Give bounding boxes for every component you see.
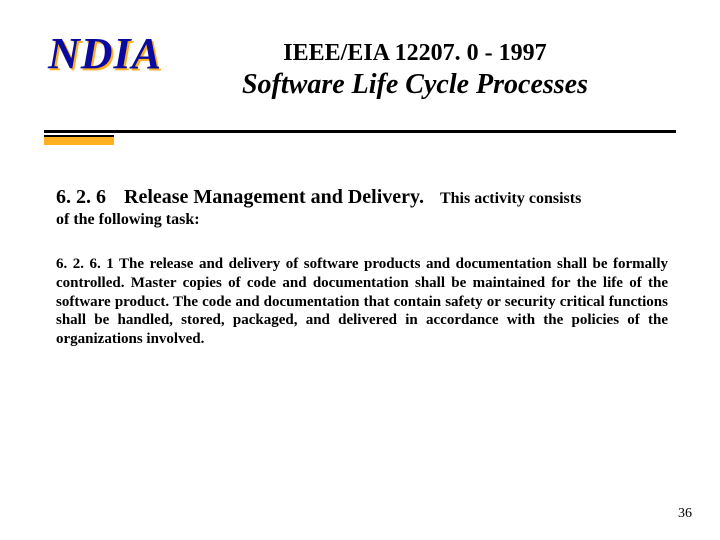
section-leadin: This activity consists	[440, 190, 581, 207]
section-number: 6. 2. 6	[56, 186, 106, 208]
title-line-2: Software Life Cycle Processes	[170, 69, 660, 101]
paragraph-number: 6. 2. 6. 1	[56, 256, 114, 272]
section-leadin-nbsp	[428, 190, 436, 207]
divider	[44, 130, 676, 144]
logo-foreground: NDIA	[48, 29, 162, 78]
paragraph: 6. 2. 6. 1 The release and delivery of s…	[56, 255, 668, 349]
section-heading: Release Management and Delivery.	[124, 186, 424, 208]
title-block: IEEE/EIA 12207. 0 - 1997 Software Life C…	[170, 40, 660, 101]
section-leadin-cont: of the following task:	[56, 211, 668, 229]
page-number: 36	[678, 506, 692, 522]
slide: NDIA NDIA IEEE/EIA 12207. 0 - 1997 Softw…	[0, 0, 720, 540]
ndia-logo: NDIA NDIA	[48, 28, 162, 79]
content: 6. 2. 6 Release Management and Delivery.…	[56, 186, 668, 349]
divider-accent	[44, 135, 114, 145]
paragraph-body: The release and delivery of software pro…	[56, 256, 668, 347]
title-line-1: IEEE/EIA 12207. 0 - 1997	[170, 40, 660, 67]
divider-bar	[44, 130, 676, 133]
section-nbsp	[110, 186, 120, 208]
section-heading-row: 6. 2. 6 Release Management and Delivery.…	[56, 186, 668, 209]
